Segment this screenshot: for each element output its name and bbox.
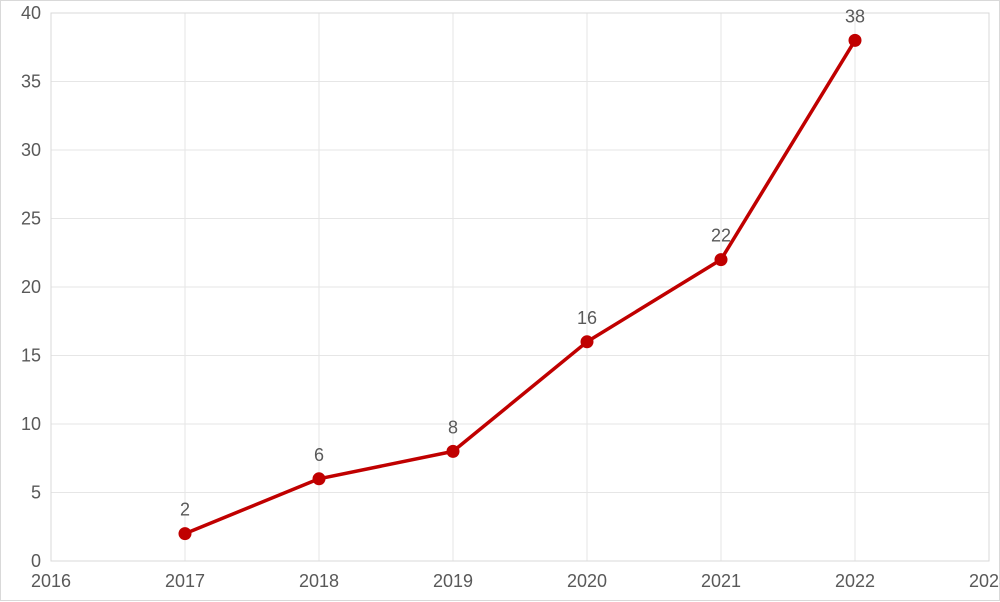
y-tick-label: 5 xyxy=(31,483,41,503)
x-tick-label: 2023 xyxy=(969,571,1000,591)
x-tick-label: 2019 xyxy=(433,571,473,591)
y-tick-label: 35 xyxy=(21,72,41,92)
data-label: 22 xyxy=(711,226,731,246)
y-tick-label: 20 xyxy=(21,277,41,297)
series-marker xyxy=(849,34,862,47)
y-tick-label: 40 xyxy=(21,3,41,23)
x-tick-label: 2018 xyxy=(299,571,339,591)
series-marker xyxy=(179,527,192,540)
x-tick-label: 2021 xyxy=(701,571,741,591)
y-tick-label: 15 xyxy=(21,346,41,366)
data-label: 6 xyxy=(314,445,324,465)
y-tick-label: 0 xyxy=(31,551,41,571)
series-marker xyxy=(581,335,594,348)
y-tick-label: 30 xyxy=(21,140,41,160)
series-marker xyxy=(447,445,460,458)
series-marker xyxy=(715,253,728,266)
x-tick-label: 2020 xyxy=(567,571,607,591)
x-tick-label: 2017 xyxy=(165,571,205,591)
x-tick-label: 2016 xyxy=(31,571,71,591)
chart-container: 2681622382016201720182019202020212022202… xyxy=(0,0,1000,601)
x-tick-label: 2022 xyxy=(835,571,875,591)
line-chart: 2681622382016201720182019202020212022202… xyxy=(1,1,1000,602)
data-label: 2 xyxy=(180,500,190,520)
data-label: 38 xyxy=(845,6,865,26)
series-marker xyxy=(313,472,326,485)
data-label: 16 xyxy=(577,308,597,328)
y-tick-label: 10 xyxy=(21,414,41,434)
y-tick-label: 25 xyxy=(21,209,41,229)
data-label: 8 xyxy=(448,417,458,437)
